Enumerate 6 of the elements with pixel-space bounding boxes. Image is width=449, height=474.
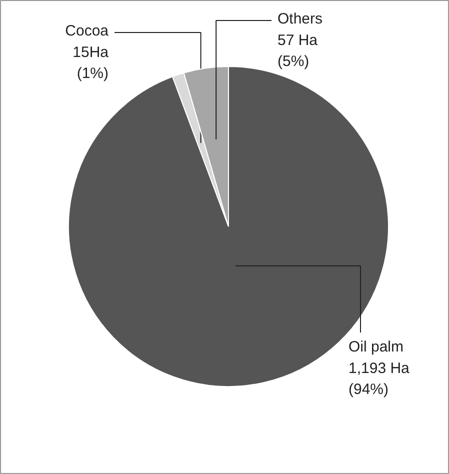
data-label: 57 Ha (5%) xyxy=(278,32,318,70)
slice-label: Oil palm xyxy=(348,338,404,356)
data-label: 1,193 Ha (94%) xyxy=(348,360,410,398)
data-label: 15Ha (1%) xyxy=(72,44,110,82)
slice-label: Others xyxy=(278,10,323,28)
slice-label: Cocoa xyxy=(65,22,110,40)
